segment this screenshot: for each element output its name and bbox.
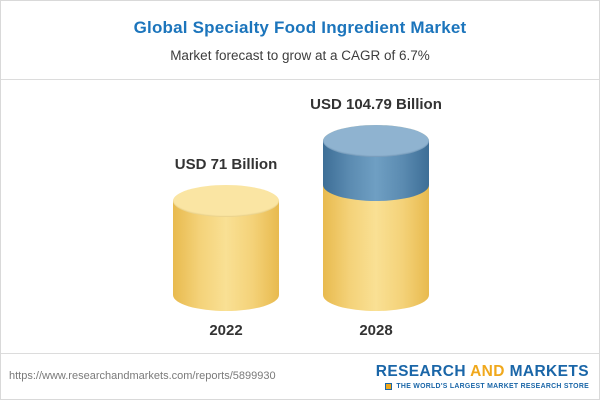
bar-value-label-2028: USD 104.79 Billion (310, 96, 442, 113)
cylinder-2028 (323, 125, 429, 311)
bar-column-2028: USD 104.79 Billion 2028 (310, 96, 442, 339)
brand-name: RESEARCH AND MARKETS (376, 363, 589, 381)
bar-category-2028: 2028 (359, 322, 393, 339)
blue-segment-cap (323, 125, 429, 157)
bar-category-2022: 2022 (209, 322, 243, 339)
chart-header: Global Specialty Food Ingredient Market … (1, 1, 599, 63)
cylinder-2022-body (173, 201, 279, 311)
report-url-link[interactable]: https://www.researchandmarkets.com/repor… (9, 370, 276, 382)
bar-column-2022: USD 71 Billion 2022 (173, 156, 279, 339)
brand-mark-icon (385, 382, 393, 390)
brand-word-and: AND (470, 362, 505, 380)
footer: https://www.researchandmarkets.com/repor… (1, 353, 599, 399)
brand-word-markets: MARKETS (509, 362, 589, 380)
cylinder-2022-cap (173, 185, 279, 217)
brand-logo[interactable]: RESEARCH AND MARKETS THE WORLD'S LARGEST… (376, 363, 589, 390)
cylinder-2028-blue-segment (323, 125, 429, 201)
brand-tagline-row: THE WORLD'S LARGEST MARKET RESEARCH STOR… (376, 382, 589, 390)
chart-title: Global Specialty Food Ingredient Market (133, 18, 467, 37)
bar-value-label-2022: USD 71 Billion (174, 156, 278, 173)
chart-area: USD 71 Billion 2022 USD 104.79 Billion 2… (1, 79, 599, 351)
chart-subtitle: Market forecast to grow at a CAGR of 6.7… (170, 48, 430, 63)
top-divider (1, 79, 599, 80)
bottom-divider (1, 353, 599, 354)
cylinder-2022 (173, 185, 279, 311)
brand-word-research: RESEARCH (375, 362, 466, 380)
brand-tagline: THE WORLD'S LARGEST MARKET RESEARCH STOR… (396, 382, 589, 390)
